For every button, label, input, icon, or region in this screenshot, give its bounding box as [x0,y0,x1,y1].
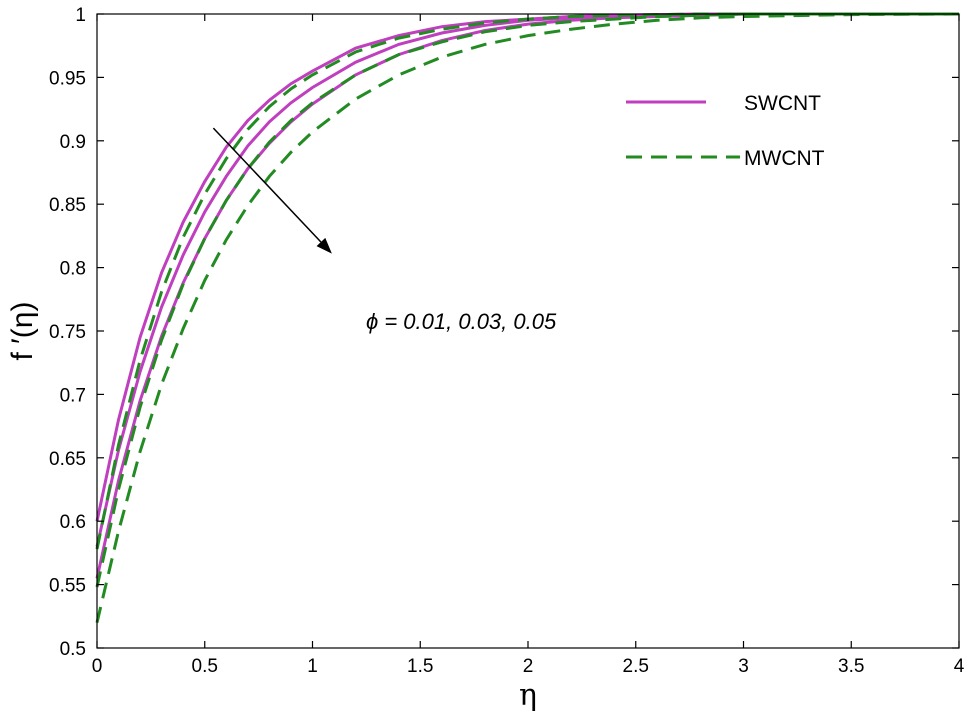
y-tick-label: 0.7 [60,385,86,406]
x-axis-label: η [519,678,537,713]
axes-layer: 0 0.5 1 1.5 2 2.5 3 3.5 4 0.5 0.55 0.6 0.65 0.7 0.75 0.… [49,5,965,677]
x-tick-label: 2 [523,656,534,677]
y-tick-label: 0.85 [49,195,86,216]
y-tick-label: 0.5 [60,639,86,660]
y-tick-label: 0.8 [60,259,86,280]
annotation-label: ϕ = 0.01, 0.03, 0.05 [366,309,557,334]
annotation: ϕ = 0.01, 0.03, 0.05 [212,127,557,334]
series-line-mwcnt-2 [95,12,959,588]
x-tick-label: 0.5 [192,656,218,677]
y-tick-label: 0.75 [49,322,86,343]
y-tick-label: 0.95 [49,68,86,89]
y-axis-label: f ′(η) [6,302,39,361]
legend-label-swcnt: SWCNT [744,92,821,115]
series-line-swcnt-3 [95,12,959,579]
series-line-mwcnt-3 [95,12,960,623]
series-line-swcnt-2 [95,12,959,547]
legend: SWCNT MWCNT [626,92,825,170]
x-tick-label: 3.5 [838,656,864,677]
arrow-head-icon [316,237,332,254]
y-tick-label: 0.6 [60,512,86,533]
x-tick-label: 1.5 [407,656,433,677]
y-tick-label: 1 [75,5,86,26]
x-tick-label: 1 [307,656,318,677]
x-tick-label: 3 [738,656,749,677]
series-line-swcnt-1 [95,12,959,522]
series-line-mwcnt-1 [95,12,959,550]
annotation-arrow [212,127,322,243]
x-tick-label: 0 [92,656,103,677]
y-tick-label: 0.65 [49,449,86,470]
y-tick-label: 0.55 [49,576,86,597]
x-tick-label: 4 [954,656,965,677]
x-tick-label: 2.5 [623,656,649,677]
legend-label-mwcnt: MWCNT [744,147,825,170]
y-tick-label: 0.9 [60,132,86,153]
